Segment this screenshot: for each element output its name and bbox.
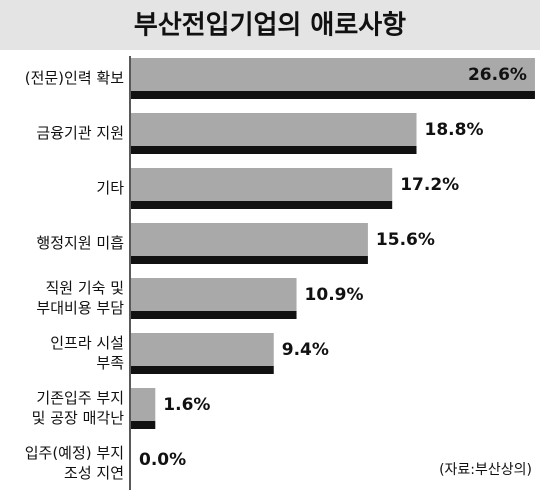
value-label: 0.0% (139, 450, 186, 470)
title-band (0, 0, 540, 50)
category-label: 인프라 시설 부족 (50, 334, 124, 372)
bar-shadow (131, 421, 156, 429)
bar-shadow (131, 201, 393, 209)
value-label: 18.8% (425, 120, 484, 140)
value-label: 15.6% (376, 230, 435, 250)
bar-shadow (131, 146, 417, 154)
value-label: 26.6% (468, 65, 527, 85)
category-label: 직원 기숙 및 부대비용 부담 (36, 279, 124, 317)
bar (131, 388, 156, 421)
source: (자료:부산상의) (439, 462, 532, 478)
bar-shadow (131, 311, 297, 319)
bar (131, 168, 393, 201)
chart-title: 부산전입기업의 애로사항 (134, 11, 406, 41)
value-label: 17.2% (400, 175, 459, 195)
value-label: 9.4% (282, 340, 329, 360)
category-label: 입주(예정) 부지 조성 지연 (25, 444, 124, 482)
category-label: (전문)인력 확보 (25, 69, 124, 87)
bar (131, 333, 274, 366)
category-label: 기존입주 부지 및 공장 매각난 (32, 389, 125, 427)
category-label: 기타 (96, 179, 124, 197)
bar (131, 278, 297, 311)
value-label: 10.9% (305, 285, 364, 305)
bar-shadow (131, 366, 274, 374)
category-label: 금융기관 지원 (36, 124, 124, 142)
bar (131, 113, 417, 146)
bar (131, 223, 368, 256)
bar-shadow (131, 256, 368, 264)
bar-shadow (131, 91, 535, 99)
value-label: 1.6% (163, 395, 210, 415)
bar (131, 58, 535, 91)
category-label: 행정지원 미흡 (36, 234, 124, 252)
